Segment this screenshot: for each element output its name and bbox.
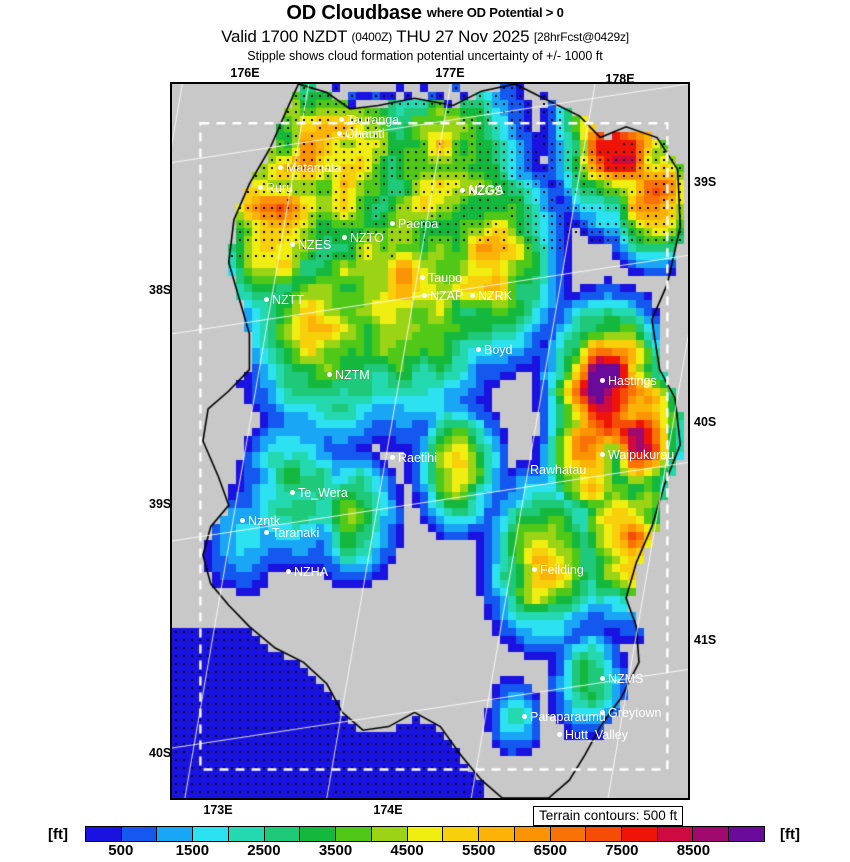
map-place-dot	[420, 275, 425, 280]
axis-tick-label: 40S	[149, 746, 172, 760]
axis-tick-label: 41S	[694, 633, 717, 647]
header-block: OD Cloudbase where OD Potential > 0 Valid…	[0, 2, 850, 63]
colorbar[interactable]	[85, 826, 765, 842]
valid-zulu: (0400Z)	[351, 30, 393, 44]
colorbar-swatch	[193, 827, 229, 841]
axis-tick-label: 40S	[694, 415, 717, 429]
page-title: OD Cloudbase where OD Potential > 0	[0, 2, 850, 25]
title-condition: where OD Potential > 0	[426, 5, 564, 20]
map-place-dot	[532, 567, 537, 572]
colorbar-swatch	[371, 827, 408, 841]
map-place-dot	[327, 372, 332, 377]
axis-tick-label: 173E	[203, 803, 233, 817]
colorbar-swatch	[693, 827, 730, 841]
colorbar-swatch	[407, 827, 444, 841]
forecast-tag: [28hrFcst@0429z]	[533, 30, 629, 44]
colorbar-unit-right: [ft]	[780, 826, 800, 843]
colorbar-swatch	[586, 827, 623, 841]
map-place-dot	[600, 710, 605, 715]
map-place-dot	[522, 714, 527, 719]
map-place-dot	[337, 131, 342, 136]
colorbar-tick: 4500	[390, 842, 424, 859]
colorbar-tick: 6500	[533, 842, 567, 859]
map-place-dot	[600, 676, 605, 681]
axis-tick-label: 38S	[149, 283, 172, 297]
map-place-dot	[258, 185, 263, 190]
subtitle: Stipple shows cloud formation potential …	[247, 49, 603, 63]
colorbar-unit-left: [ft]	[48, 826, 68, 843]
colorbar-swatch	[514, 827, 551, 841]
map-place-dot	[278, 165, 283, 170]
map-place-dot	[390, 221, 395, 226]
map-place-dot	[557, 732, 562, 737]
colorbar-swatch	[657, 827, 694, 841]
colorbar-swatch	[157, 827, 194, 841]
colorbar-tick: 8500	[676, 842, 711, 859]
valid-prefix: Valid 1700 NZDT	[221, 27, 347, 46]
colorbar-swatch	[121, 827, 158, 841]
map-place-dot	[264, 297, 269, 302]
map-place-dot	[476, 347, 481, 352]
colorbar-tick: 1500	[175, 842, 210, 859]
map-place-dot	[600, 452, 605, 457]
colorbar-swatch	[443, 827, 480, 841]
map-place-dot	[390, 455, 395, 460]
colorbar-tick: 500	[108, 842, 134, 859]
axis-tick-label: 174E	[373, 803, 403, 817]
map-place-dot	[286, 569, 291, 574]
map-plot-area[interactable]	[170, 82, 690, 800]
colorbar-tick: 2500	[247, 842, 281, 859]
cloudbase-heatmap-canvas	[172, 84, 688, 798]
terrain-contour-note: Terrain contours: 500 ft	[533, 806, 684, 826]
map-place-dot	[460, 188, 465, 193]
map-place-dot	[342, 235, 347, 240]
axis-tick-label: 39S	[149, 497, 172, 511]
colorbar-swatch	[86, 827, 122, 841]
map-place-dot	[339, 117, 344, 122]
colorbar-tick: 7500	[605, 842, 639, 859]
colorbar-tick-labels: 500 1500 2500 3500 4500 5500 6500 7500 8500	[85, 842, 765, 862]
map-place-dot	[240, 518, 245, 523]
valid-date: THU 27 Nov 2025	[396, 27, 530, 46]
map-place-dot	[470, 293, 475, 298]
colorbar-swatch	[729, 827, 764, 841]
colorbar-tick: 3500	[318, 842, 353, 859]
axis-tick-label: 177E	[435, 66, 465, 80]
valid-time-line: Valid 1700 NZDT (0400Z) THU 27 Nov 2025 …	[0, 27, 850, 47]
map-place-dot	[600, 378, 605, 383]
colorbar-swatch	[622, 827, 658, 841]
map-place-dot	[422, 293, 427, 298]
title-main: OD Cloudbase	[286, 2, 422, 24]
colorbar-swatch	[264, 827, 301, 841]
colorbar-swatch	[550, 827, 587, 841]
colorbar-swatch	[479, 827, 515, 841]
axis-tick-label: 178E	[605, 72, 635, 86]
colorbar-swatch	[336, 827, 372, 841]
map-place-dot	[264, 530, 269, 535]
axis-tick-label: 176E	[230, 66, 260, 80]
map-place-dot	[290, 242, 295, 247]
colorbar-tick: 5500	[461, 842, 496, 859]
colorbar-swatch	[300, 827, 337, 841]
colorbar-swatch	[228, 827, 265, 841]
map-place-dot	[290, 490, 295, 495]
axis-tick-label: 39S	[694, 175, 717, 189]
